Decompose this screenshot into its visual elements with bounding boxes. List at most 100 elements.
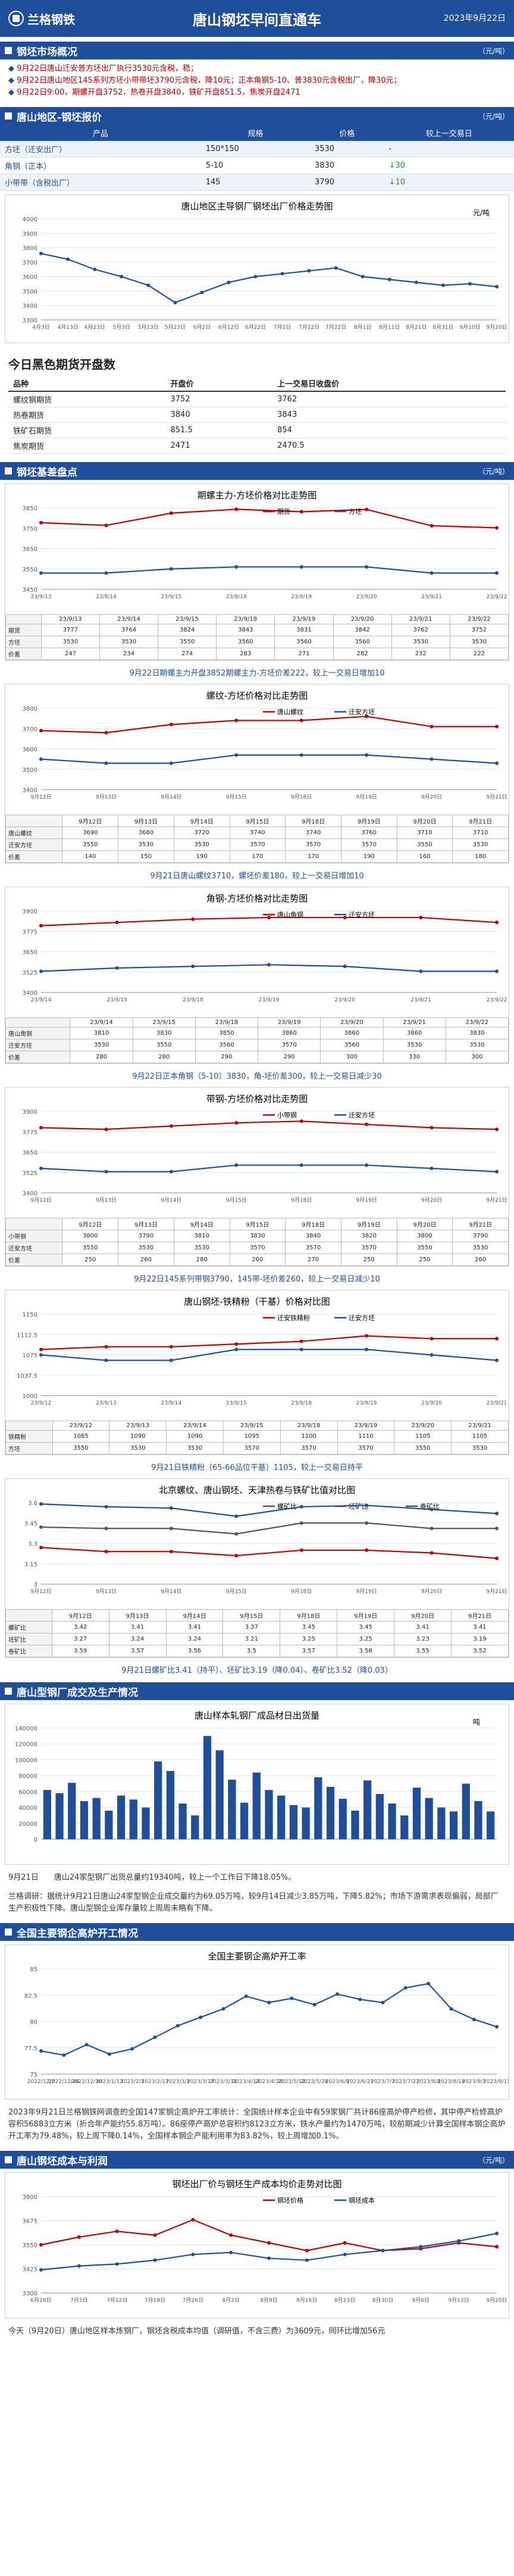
- x-tick-label: 9月15日: [226, 1588, 247, 1595]
- data-point: [430, 757, 434, 761]
- data-point: [430, 1337, 434, 1341]
- cell: [5, 1218, 63, 1230]
- data-point: [130, 2047, 134, 2051]
- bar: [252, 1772, 261, 1839]
- data-point: [169, 1344, 173, 1349]
- data-point: [299, 510, 303, 514]
- cell: 250: [340, 1254, 397, 1266]
- y-tick-label: 3450: [23, 587, 37, 593]
- cell: 3.45: [280, 1621, 338, 1633]
- data-point: [365, 1334, 369, 1338]
- data-point: [449, 2007, 453, 2011]
- cell: 3530: [118, 1242, 174, 1254]
- data-point: [495, 724, 499, 728]
- section-title: 唐山地区-钢坯报价: [17, 111, 102, 124]
- legend-label: 方坯: [349, 507, 362, 516]
- cell: 170: [229, 850, 286, 863]
- x-tick-label: 23/9/15: [161, 594, 182, 600]
- column-header: 23/9/18: [216, 614, 275, 624]
- cell: 3790: [118, 1230, 174, 1242]
- blast-para: 2023年9月21日兰格钢铁网调查的全国147家钢企高炉开工率统计：全国统计样本…: [8, 2108, 506, 2141]
- cell: 3.55: [394, 1645, 452, 1657]
- data-point: [169, 722, 173, 727]
- x-tick-label: 7月12日: [299, 324, 319, 331]
- bar: [105, 1810, 113, 1839]
- cell: 3710: [396, 827, 453, 839]
- cell: 3830: [445, 1027, 509, 1039]
- x-tick-label: 8月11日: [379, 324, 400, 331]
- x-tick-label: 9月14日: [161, 1588, 181, 1595]
- row-label: 期货: [5, 624, 42, 636]
- data-point: [229, 2250, 233, 2254]
- y-tick-label: 3500: [23, 288, 37, 295]
- cell: 铁矿石期货: [8, 422, 166, 438]
- section-title: 钢坯基差盘点: [17, 466, 77, 479]
- y-tick-label: 80000: [18, 1773, 37, 1780]
- data-point: [495, 1337, 499, 1341]
- chart-caption: 9月21日铁精粉（65-66品位干基）1105，较上一交易日持平: [151, 1463, 363, 1472]
- angle-billet-chart: 角钢-方坯价格对比走势图 3400 3525 3650 3775 3900 23/9/14 2…: [23, 893, 507, 1003]
- bar: [363, 1780, 372, 1839]
- y-tick-label: 3300: [23, 2291, 37, 2297]
- cell: 290: [195, 1051, 259, 1063]
- y-tick-label: 120000: [15, 1742, 37, 1748]
- x-tick-label: 9月20日: [421, 794, 442, 800]
- futures-section: 今日黑色期货开盘数 品种 开盘价 上一交易日收盘价 螺纹钢期货 3752 3762 热卷…: [0, 347, 514, 454]
- cell: 3.5: [222, 1645, 281, 1657]
- row-label: 坯矿比: [5, 1633, 52, 1645]
- data-point: [468, 282, 472, 286]
- data-point: [120, 275, 124, 279]
- cell: 3840: [285, 1230, 341, 1242]
- x-tick-label: 8月9日: [260, 2297, 277, 2304]
- column-header: 23/9/14: [99, 614, 159, 624]
- bar: [265, 1790, 273, 1839]
- column-header: 开盘价: [165, 376, 273, 392]
- futures-billet-chart: 期螺主力-方坯价格对比走势图 3450 3550 3650 3750 3850 23/9/1…: [23, 490, 507, 600]
- x-tick-label: 9月13日: [96, 794, 117, 800]
- data-point: [495, 1170, 499, 1174]
- column-header: 9月14日: [173, 1218, 230, 1230]
- data-point: [153, 2233, 157, 2237]
- bar: [277, 1795, 286, 1839]
- data-point: [495, 969, 499, 973]
- cell: 3840: [165, 407, 273, 423]
- data-point: [365, 1122, 369, 1126]
- x-tick-label: 7月12日: [106, 2297, 127, 2304]
- legend-label: 迁安方坯: [349, 708, 375, 716]
- data-point: [191, 2217, 195, 2222]
- data-point: [191, 917, 195, 921]
- bar: [449, 1811, 458, 1839]
- y-tick-label: 3525: [23, 1170, 37, 1177]
- data-point: [495, 921, 499, 925]
- row-label: 唐山螺纹: [5, 827, 63, 839]
- chart-c5: 带钢-方坯价格对比走势图 3400 3525 3650 3775 3900 9月12日 9月1…: [5, 1087, 509, 1267]
- cell: 1100: [280, 1430, 338, 1443]
- data-point: [299, 718, 303, 722]
- y-tick-label: 60000: [18, 1789, 37, 1796]
- cell: 3560: [274, 636, 334, 648]
- cell: 3800: [396, 1230, 453, 1242]
- data-point: [244, 1994, 248, 1999]
- legend-label: 迁安方坯: [349, 1111, 375, 1119]
- x-tick-label: 23/9/18: [291, 1400, 312, 1406]
- x-tick-label: 9月13日: [96, 1197, 117, 1204]
- product-price: 3530: [309, 141, 384, 158]
- data-point: [403, 1986, 408, 1990]
- cell: 3530: [445, 1039, 509, 1051]
- y-tick-label: 1037.5: [17, 1373, 37, 1380]
- price-change: ↓30: [384, 157, 514, 174]
- x-tick-label: 23/9/22: [487, 997, 507, 1003]
- cell: [5, 1609, 52, 1622]
- cell: 螺纹钢期货: [8, 391, 166, 407]
- x-tick-label: 2023/4/28: [255, 2079, 283, 2085]
- cell: 2471: [165, 438, 273, 454]
- x-tick-label: 8月30日: [372, 2297, 393, 2304]
- cell: 3762: [272, 391, 506, 407]
- cell: 1105: [394, 1430, 452, 1443]
- bar: [191, 1815, 199, 1839]
- x-tick-label: 2022/12/2: [27, 2079, 55, 2085]
- cell: 851.5: [165, 422, 273, 438]
- x-tick-label: 23/9/13: [31, 594, 52, 600]
- x-tick-label: 23/9/14: [96, 594, 117, 600]
